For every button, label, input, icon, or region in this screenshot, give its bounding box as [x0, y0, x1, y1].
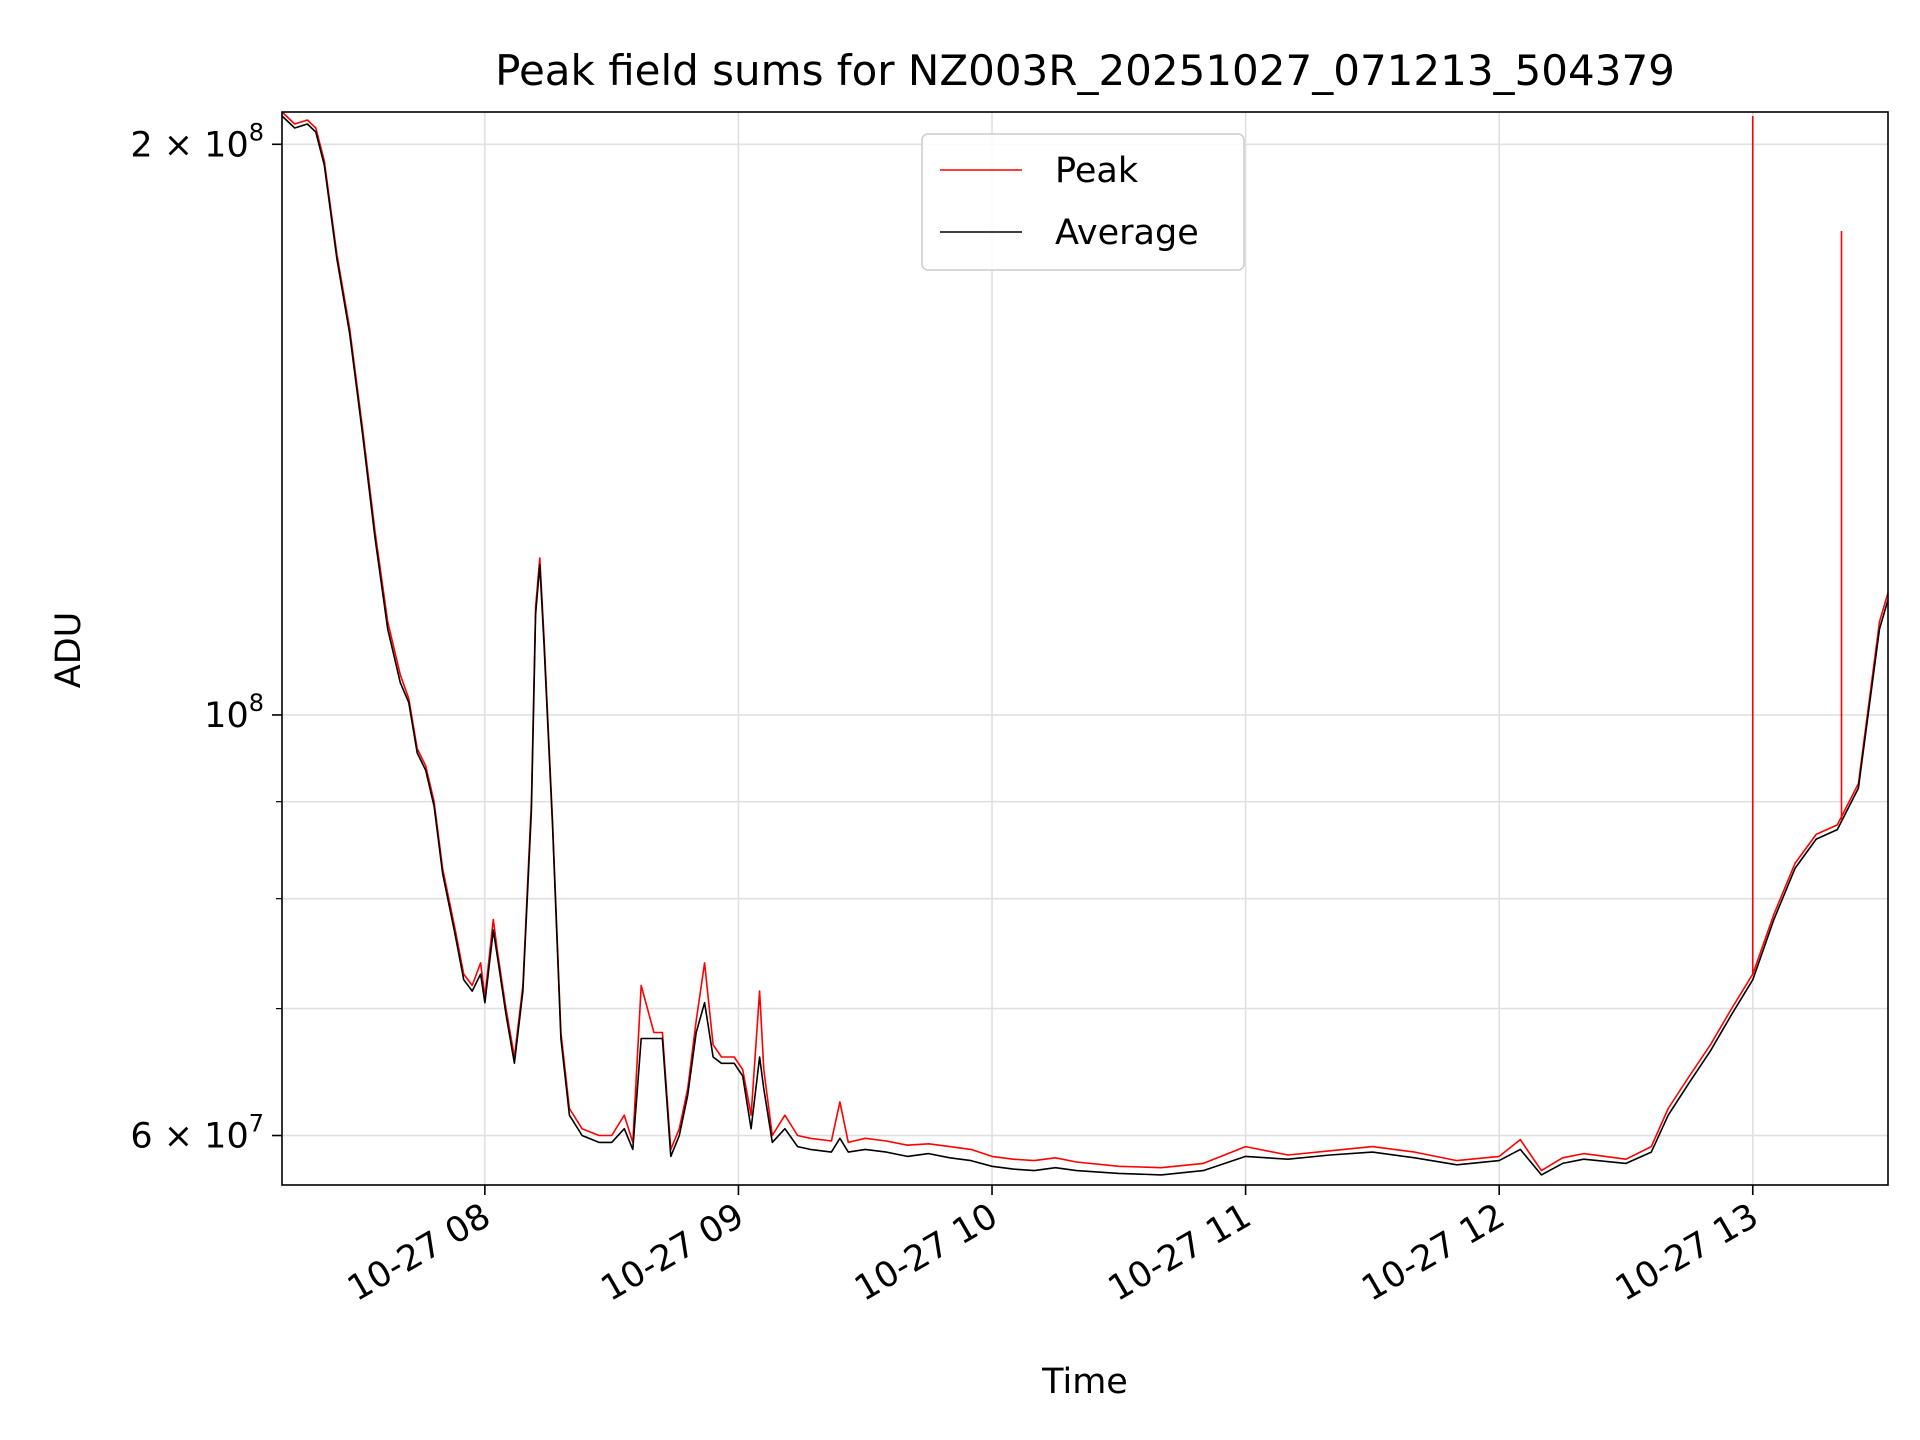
- legend: Peak Average: [921, 133, 1245, 271]
- y-tick-label-exponent: 7: [249, 1110, 264, 1138]
- grid-lines: [282, 112, 1888, 1185]
- series-line-average: [281, 115, 1889, 1176]
- x-axis: 10-27 08 10-27 09 10-27 10 10-27 11 10-27 12…: [341, 1185, 1765, 1309]
- x-tick-label: 10-27 10: [848, 1196, 1004, 1309]
- y-tick-label-base: 10: [204, 696, 249, 736]
- x-tick-label: 10-27 09: [595, 1196, 751, 1309]
- series-line-peak: [281, 111, 1889, 1172]
- x-axis-label: Time: [1041, 1362, 1128, 1402]
- x-tick-label: 10-27 11: [1102, 1196, 1258, 1309]
- x-tick-label: 10-27 08: [341, 1196, 497, 1309]
- chart-title: Peak field sums for NZ003R_20251027_0712…: [495, 46, 1675, 95]
- x-tick-label: 10-27 13: [1609, 1196, 1765, 1309]
- y-tick-label: 2 × 108: [130, 118, 264, 165]
- y-tick-label-exponent: 8: [249, 118, 264, 146]
- y-tick-label-exponent: 8: [249, 689, 264, 717]
- legend-label-peak: Peak: [1055, 151, 1139, 191]
- x-tick-label: 10-27 12: [1355, 1196, 1511, 1309]
- y-axis-label: ADU: [49, 612, 89, 689]
- y-tick-label: 108: [204, 689, 264, 736]
- y-tick-label-base: 6 × 10: [130, 1117, 248, 1157]
- y-tick-label: 6 × 107: [130, 1110, 264, 1157]
- plot-area-frame: [281, 111, 1889, 1186]
- legend-label-average: Average: [1055, 213, 1199, 253]
- series-lines: [281, 111, 1889, 1176]
- y-tick-label-base: 2 × 10: [130, 125, 248, 165]
- legend-box: [921, 133, 1245, 271]
